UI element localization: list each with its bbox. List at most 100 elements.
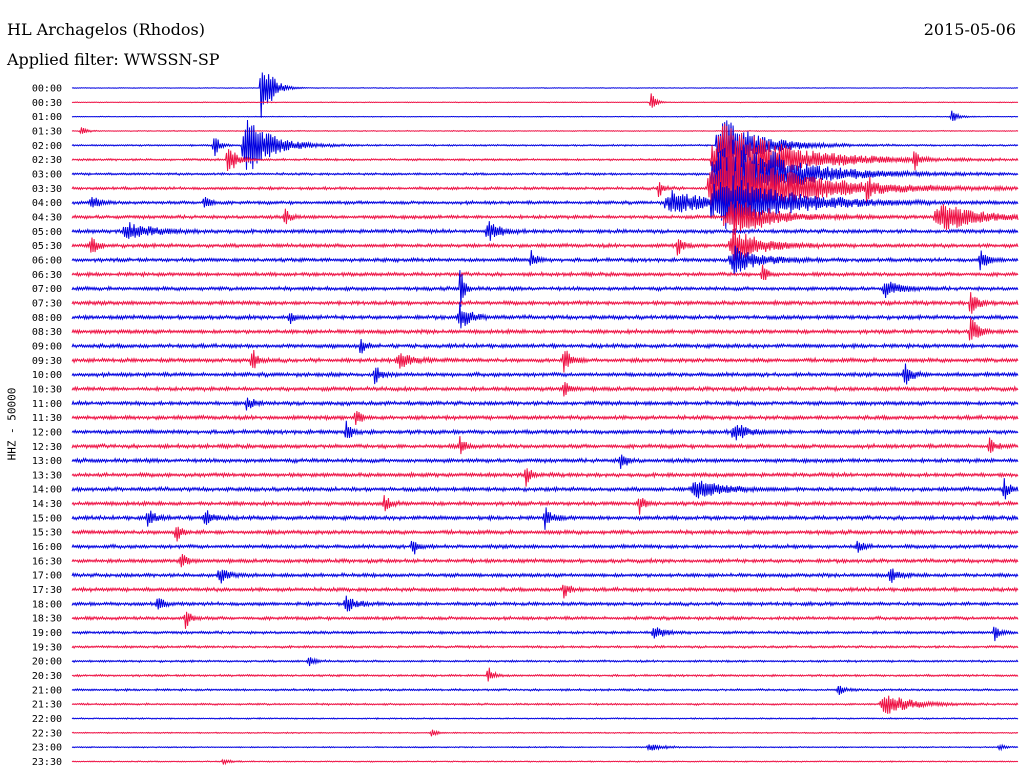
trace-line [71, 526, 1019, 542]
date-label: 2015-05-06 [923, 20, 1016, 39]
time-label: 17:00 [32, 571, 62, 582]
time-label: 19:00 [32, 628, 62, 639]
trace-line [71, 758, 1019, 766]
trace-line [71, 270, 1019, 307]
time-label: 05:30 [32, 241, 62, 252]
time-label: 00:00 [32, 84, 62, 95]
time-label: 17:30 [32, 585, 62, 596]
time-label: 12:00 [32, 427, 62, 438]
trace-line [71, 495, 1019, 515]
trace-line [71, 397, 1019, 411]
time-label: 18:00 [32, 599, 62, 610]
time-label: 23:30 [32, 757, 62, 768]
time-label: 21:30 [32, 700, 62, 711]
time-label: 18:30 [32, 614, 62, 625]
time-label: 15:30 [32, 528, 62, 539]
trace-line [71, 139, 1019, 208]
trace-line [71, 695, 1019, 714]
trace-line [71, 468, 1019, 487]
trace-line [71, 657, 1019, 667]
trace-line [71, 626, 1019, 642]
trace-line [71, 301, 1019, 329]
time-label: 03:00 [32, 169, 62, 180]
station-title: HL Archagelos (Rhodos) [7, 20, 205, 39]
trace-line [71, 119, 1019, 170]
trace-line [71, 110, 1019, 121]
trace-line [71, 540, 1019, 555]
time-label: 04:00 [32, 198, 62, 209]
trace-line [71, 411, 1019, 426]
time-label: 20:00 [32, 657, 62, 668]
time-label: 07:30 [32, 298, 62, 309]
trace-line [71, 152, 1019, 227]
trace-line [71, 245, 1019, 275]
time-label: 01:00 [32, 112, 62, 123]
time-label: 07:00 [32, 284, 62, 295]
time-label: 13:30 [32, 470, 62, 481]
time-label: 11:00 [32, 399, 62, 410]
time-label: 16:30 [32, 556, 62, 567]
trace-line [71, 338, 1019, 354]
trace-line [71, 72, 1019, 118]
trace-line [71, 123, 1019, 197]
trace-line [71, 436, 1019, 455]
trace-line [71, 317, 1019, 341]
trace-line [71, 568, 1019, 584]
time-label: 19:30 [32, 642, 62, 653]
trace-line [71, 221, 1019, 241]
time-label: 09:00 [32, 341, 62, 352]
time-label: 03:30 [32, 184, 62, 195]
time-label: 02:00 [32, 141, 62, 152]
time-label: 13:00 [32, 456, 62, 467]
trace-line [71, 420, 1019, 441]
filter-label: Applied filter: WWSSN-SP [7, 50, 220, 69]
time-label: 23:00 [32, 743, 62, 754]
trace-line [71, 454, 1019, 469]
time-label: 01:30 [32, 126, 62, 137]
time-label: 06:00 [32, 255, 62, 266]
trace-line [71, 229, 1019, 262]
trace-line [71, 478, 1019, 500]
trace-line [71, 349, 1019, 373]
trace-line [71, 292, 1019, 314]
time-label: 16:00 [32, 542, 62, 553]
trace-line [71, 595, 1019, 612]
time-label: 06:30 [32, 270, 62, 281]
time-label: 14:00 [32, 485, 62, 496]
time-label: 11:30 [32, 413, 62, 424]
time-label: 02:30 [32, 155, 62, 166]
trace-line [71, 584, 1019, 599]
time-label: 04:30 [32, 212, 62, 223]
time-label: 21:00 [32, 685, 62, 696]
trace-line [71, 685, 1019, 695]
trace-line [71, 93, 1019, 108]
time-label: 22:30 [32, 728, 62, 739]
time-label: 10:00 [32, 370, 62, 381]
time-label: 15:00 [32, 513, 62, 524]
trace-line [71, 611, 1019, 629]
time-label: 12:30 [32, 442, 62, 453]
time-label: 05:00 [32, 227, 62, 238]
trace-line [71, 264, 1019, 281]
time-label: 08:00 [32, 313, 62, 324]
trace-line [71, 175, 1019, 230]
time-label: 00:30 [32, 98, 62, 109]
trace-line [71, 729, 1019, 737]
trace-line [71, 717, 1019, 720]
time-label: 14:30 [32, 499, 62, 510]
time-label: 20:30 [32, 671, 62, 682]
trace-line [71, 507, 1019, 530]
trace-line [71, 743, 1019, 752]
trace-line [71, 127, 1019, 135]
trace-line [71, 667, 1019, 682]
trace-line [71, 363, 1019, 385]
trace-line [71, 553, 1019, 568]
time-label: 22:00 [32, 714, 62, 725]
time-label: 09:30 [32, 356, 62, 367]
trace-line [71, 381, 1019, 397]
trace-line [71, 644, 1019, 650]
trace-line [71, 200, 1019, 235]
time-label: 10:30 [32, 384, 62, 395]
time-label: 08:30 [32, 327, 62, 338]
